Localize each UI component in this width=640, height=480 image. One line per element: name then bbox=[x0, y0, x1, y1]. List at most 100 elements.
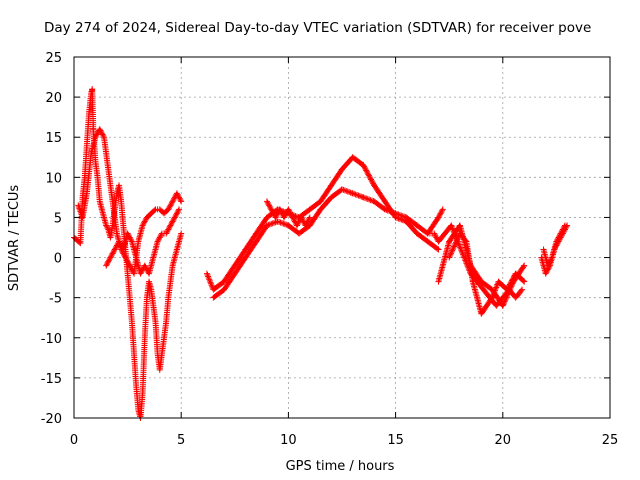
data-point bbox=[302, 222, 309, 229]
data-point bbox=[92, 134, 99, 141]
data-point bbox=[103, 222, 110, 229]
data-point bbox=[268, 206, 275, 213]
data-point bbox=[155, 237, 162, 244]
data-point bbox=[289, 214, 296, 221]
data-point bbox=[447, 251, 454, 258]
data-point bbox=[165, 226, 172, 233]
data-point bbox=[341, 187, 348, 194]
data-point bbox=[282, 211, 289, 218]
data-point bbox=[491, 288, 498, 295]
data-point bbox=[437, 210, 444, 217]
data-point bbox=[510, 275, 517, 282]
data-point bbox=[544, 262, 551, 269]
data-point bbox=[460, 253, 467, 260]
data-point bbox=[295, 219, 302, 226]
data-point bbox=[344, 188, 351, 195]
data-point bbox=[205, 274, 212, 281]
data-point bbox=[446, 254, 453, 261]
data-point bbox=[364, 170, 371, 177]
data-point bbox=[389, 209, 396, 216]
data-point bbox=[492, 285, 499, 292]
data-point bbox=[431, 230, 438, 237]
data-point bbox=[465, 266, 472, 273]
data-point bbox=[521, 262, 528, 269]
data-point bbox=[557, 230, 564, 237]
data-point bbox=[142, 263, 149, 270]
data-point bbox=[546, 258, 553, 265]
data-point bbox=[277, 207, 284, 214]
data-point bbox=[106, 255, 113, 262]
data-point bbox=[458, 247, 465, 254]
data-point bbox=[138, 267, 145, 274]
data-point bbox=[117, 241, 124, 248]
data-point bbox=[285, 206, 292, 213]
data-point bbox=[356, 193, 363, 200]
data-point bbox=[438, 209, 445, 216]
data-point bbox=[367, 175, 374, 182]
data-point bbox=[163, 229, 170, 236]
data-point bbox=[125, 259, 132, 266]
data-point bbox=[363, 195, 370, 202]
data-point bbox=[169, 218, 176, 225]
data-point bbox=[110, 249, 117, 256]
data-point bbox=[111, 247, 118, 254]
data-point bbox=[448, 223, 455, 230]
data-point bbox=[208, 282, 215, 289]
data-point bbox=[457, 244, 464, 251]
x-tick-label: 10 bbox=[280, 433, 297, 448]
data-point bbox=[448, 222, 455, 229]
y-tick-label: -10 bbox=[41, 332, 62, 347]
trace-b3 bbox=[263, 198, 313, 229]
data-point bbox=[174, 191, 181, 198]
data-point bbox=[268, 220, 275, 227]
data-point bbox=[276, 206, 283, 213]
data-point bbox=[103, 223, 110, 230]
data-point bbox=[116, 239, 123, 246]
data-point bbox=[291, 217, 298, 224]
data-point bbox=[455, 239, 462, 246]
data-point bbox=[140, 221, 147, 228]
data-point bbox=[561, 223, 568, 230]
data-point bbox=[435, 214, 442, 221]
data-point bbox=[108, 253, 115, 260]
data-point bbox=[281, 213, 288, 220]
data-point bbox=[167, 202, 174, 209]
data-point bbox=[178, 198, 185, 205]
data-point bbox=[453, 234, 460, 241]
data-point bbox=[268, 207, 275, 214]
data-point bbox=[361, 194, 368, 201]
data-point bbox=[450, 228, 457, 235]
data-point bbox=[449, 225, 456, 232]
data-point bbox=[100, 132, 107, 139]
y-tick-label: 10 bbox=[45, 171, 62, 186]
data-point bbox=[265, 201, 272, 208]
data-point bbox=[167, 222, 174, 229]
data-point bbox=[439, 206, 446, 213]
data-point bbox=[454, 238, 461, 245]
data-point bbox=[166, 223, 173, 230]
data-point bbox=[288, 211, 295, 218]
data-point bbox=[113, 243, 120, 250]
data-point bbox=[303, 221, 310, 228]
data-point bbox=[264, 199, 271, 206]
y-tick-label: 5 bbox=[54, 211, 62, 226]
data-point bbox=[306, 214, 313, 221]
data-point bbox=[276, 218, 283, 225]
data-point bbox=[105, 258, 112, 265]
data-point bbox=[154, 238, 161, 245]
data-point bbox=[555, 234, 562, 241]
data-point bbox=[448, 249, 455, 256]
y-tick-label: 0 bbox=[54, 252, 62, 267]
data-point bbox=[266, 221, 273, 228]
data-point bbox=[451, 243, 458, 250]
data-point bbox=[433, 234, 440, 241]
data-point bbox=[125, 231, 132, 238]
data-point bbox=[265, 221, 272, 228]
data-point bbox=[278, 209, 285, 216]
x-tick-label: 0 bbox=[70, 433, 78, 448]
plot-frame bbox=[73, 56, 611, 419]
y-tick-label: 25 bbox=[45, 51, 62, 66]
data-point bbox=[366, 173, 373, 180]
data-point bbox=[173, 210, 180, 217]
data-point bbox=[287, 210, 294, 217]
